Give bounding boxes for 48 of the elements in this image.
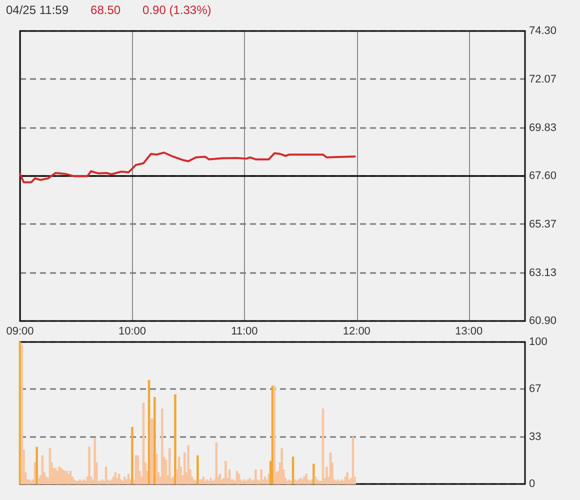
bar	[280, 448, 283, 484]
bar	[187, 445, 190, 484]
x-tick-label: 13:00	[455, 326, 483, 338]
y-tick-label: 65.37	[529, 218, 557, 230]
y-tick-label: 100	[529, 336, 548, 348]
bar	[268, 474, 270, 484]
bar	[67, 474, 70, 484]
bar	[94, 438, 96, 484]
y-tick-label: 69.83	[529, 122, 557, 134]
bar	[124, 476, 126, 484]
bar	[314, 476, 317, 484]
y-tick-label: 60.90	[529, 315, 557, 328]
y-tick-label: 33	[529, 431, 542, 444]
x-tick-label: 10:00	[118, 326, 146, 338]
bar	[305, 474, 308, 484]
bar	[238, 474, 240, 484]
bar	[248, 478, 252, 484]
bar	[202, 476, 204, 484]
bar	[174, 394, 176, 484]
text: 68.50	[90, 3, 121, 17]
bar	[196, 455, 199, 484]
bar	[254, 469, 257, 484]
bar	[154, 397, 156, 484]
y-tick-label: 74.30	[529, 25, 557, 38]
bar	[346, 472, 348, 484]
bar	[131, 426, 134, 484]
x-tick-label: 12:00	[342, 326, 370, 338]
bar	[38, 478, 40, 484]
bar	[36, 446, 38, 484]
bar	[112, 476, 115, 484]
text: 0.90 (1.33%)	[142, 3, 212, 17]
chart-title: 04/25 11:59	[6, 3, 69, 17]
bar	[312, 464, 315, 484]
bar	[161, 408, 164, 484]
bar	[303, 476, 306, 484]
bar	[224, 460, 227, 484]
x-tick-label: 09:00	[6, 326, 34, 338]
bar	[118, 474, 120, 484]
x-tick-label: 11:00	[231, 326, 258, 338]
y-tick-label: 67.60	[529, 170, 557, 182]
y-tick-label: 0	[529, 478, 536, 490]
bar	[210, 478, 212, 484]
bar	[292, 456, 294, 484]
bar	[260, 469, 262, 484]
y-tick-label: 72.07	[529, 73, 557, 86]
y-tick-label: 67	[529, 382, 542, 395]
bar	[88, 446, 90, 484]
y-tick-label: 63.13	[529, 266, 557, 279]
